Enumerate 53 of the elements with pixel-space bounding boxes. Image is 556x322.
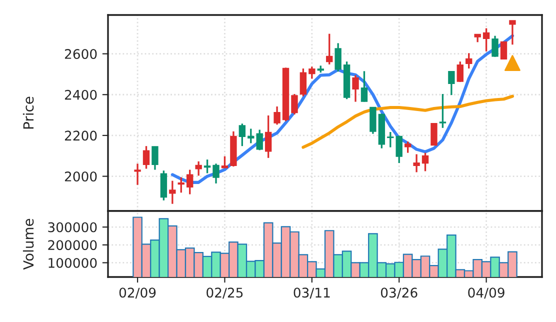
candlestick [370,106,376,135]
candlestick [439,93,446,129]
y-tick-label: 300000 [48,222,97,232]
candlestick [466,52,472,70]
candlestick [169,180,176,205]
candlestick [300,68,307,98]
candlestick [396,135,402,164]
candlestick [238,122,246,147]
candlestick [204,158,211,174]
candlestick [274,106,280,126]
y-axis-title: Price [22,96,34,129]
line-series [302,94,514,149]
candlestick [134,162,141,186]
candlestick [186,168,194,196]
candlestick [248,128,254,144]
y-axis-title: Volume [22,218,34,270]
candlestick [160,170,168,202]
candlestick [430,123,438,146]
y-tick-label: 2200 [64,130,97,141]
candlestick [178,176,184,194]
y-tick-label: 2000 [64,172,97,182]
candlestick [264,114,272,159]
candlestick [509,20,516,46]
candlestick [326,32,333,66]
candlestick [492,34,498,58]
y-tick-label: 2600 [64,49,97,59]
candlestick [256,128,263,151]
candlestick [308,66,316,80]
y-tick-label: 200000 [48,240,97,250]
candlestick [352,74,359,103]
candlestick [142,145,150,170]
x-tick-label: 02/25 [206,288,243,299]
candlestick [456,60,464,83]
candlestick [291,93,298,116]
y-tick-label: 2400 [64,90,97,100]
candlestick [152,146,158,171]
candlestick [334,42,342,72]
candlestick [482,27,490,52]
candlestick [500,41,508,60]
candlestick [195,160,202,177]
candlestick [404,140,412,154]
x-tick-label: 03/11 [294,288,330,299]
x-tick-label: 03/26 [380,288,418,299]
candlestick [448,70,455,96]
candlestick [413,153,420,174]
candlestick [360,70,368,103]
x-tick-label: 04/09 [468,288,504,299]
candlestick [422,152,429,172]
x-tick-label: 02/09 [119,288,156,299]
candlestick [221,155,228,169]
candlestick [212,162,220,184]
y-tick-label: 100000 [48,258,97,268]
candlestick [387,131,394,148]
